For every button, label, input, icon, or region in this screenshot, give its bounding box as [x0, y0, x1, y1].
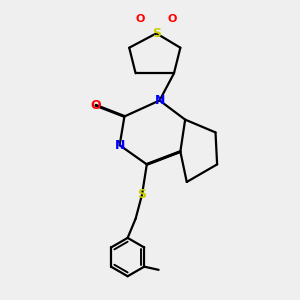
Text: O: O [136, 14, 145, 24]
Text: O: O [168, 14, 177, 24]
Text: S: S [152, 27, 161, 40]
Text: S: S [137, 188, 146, 201]
Text: N: N [115, 139, 125, 152]
Text: N: N [154, 94, 165, 107]
Text: O: O [90, 99, 101, 112]
